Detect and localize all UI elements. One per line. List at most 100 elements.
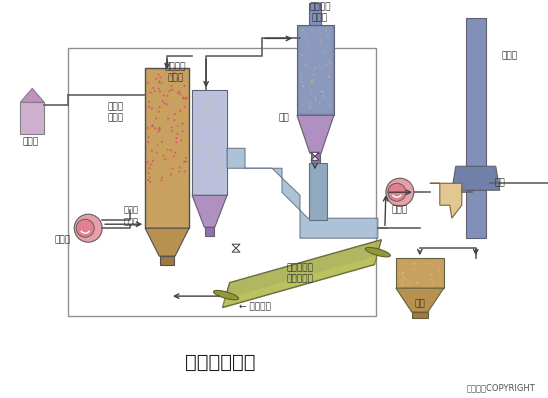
Circle shape — [402, 272, 404, 274]
Circle shape — [146, 88, 148, 89]
Circle shape — [216, 114, 218, 115]
Circle shape — [170, 85, 173, 87]
Circle shape — [152, 125, 154, 127]
Circle shape — [163, 155, 164, 157]
Circle shape — [401, 280, 403, 282]
Circle shape — [185, 98, 187, 100]
Circle shape — [302, 85, 304, 87]
Bar — [145, 68, 189, 228]
Circle shape — [206, 109, 208, 111]
Circle shape — [167, 149, 169, 151]
Circle shape — [302, 29, 304, 31]
Polygon shape — [222, 240, 381, 308]
Polygon shape — [232, 248, 240, 252]
Circle shape — [305, 64, 306, 66]
Circle shape — [402, 284, 403, 286]
Circle shape — [219, 161, 220, 163]
Polygon shape — [192, 195, 227, 227]
Text: 助燃用: 助燃用 — [123, 218, 138, 227]
Circle shape — [158, 111, 160, 113]
Circle shape — [167, 95, 169, 97]
Circle shape — [209, 125, 211, 126]
Circle shape — [162, 100, 164, 102]
Text: 启动用: 启动用 — [123, 206, 138, 215]
Circle shape — [183, 111, 185, 113]
Circle shape — [196, 145, 197, 147]
Circle shape — [150, 171, 152, 172]
Circle shape — [311, 80, 312, 82]
Circle shape — [160, 109, 162, 111]
Circle shape — [170, 74, 172, 77]
Circle shape — [407, 283, 409, 285]
Circle shape — [157, 74, 159, 76]
Circle shape — [155, 117, 157, 119]
Circle shape — [178, 90, 180, 92]
Circle shape — [181, 123, 184, 125]
Circle shape — [302, 86, 305, 88]
Circle shape — [414, 269, 415, 271]
Circle shape — [413, 263, 415, 265]
Circle shape — [156, 152, 158, 154]
Circle shape — [219, 162, 221, 164]
Circle shape — [301, 82, 303, 83]
Circle shape — [151, 107, 153, 109]
Circle shape — [151, 125, 153, 127]
Bar — [309, 163, 327, 220]
Circle shape — [148, 101, 150, 103]
Circle shape — [150, 144, 152, 146]
Circle shape — [324, 51, 326, 53]
Circle shape — [319, 31, 321, 33]
Polygon shape — [297, 115, 334, 153]
Circle shape — [152, 128, 153, 130]
Circle shape — [161, 141, 163, 143]
Circle shape — [148, 136, 150, 138]
Circle shape — [158, 80, 161, 82]
Text: 一次旋流
分离器: 一次旋流 分离器 — [164, 62, 186, 82]
Circle shape — [302, 103, 304, 105]
Circle shape — [147, 82, 149, 84]
Circle shape — [328, 76, 330, 78]
Circle shape — [161, 82, 162, 84]
Circle shape — [172, 89, 174, 91]
Circle shape — [328, 76, 330, 78]
Bar — [412, 312, 428, 318]
Circle shape — [318, 65, 321, 67]
Circle shape — [159, 127, 161, 129]
Bar — [20, 102, 44, 134]
Circle shape — [158, 72, 159, 74]
Circle shape — [76, 219, 94, 237]
Circle shape — [168, 97, 169, 98]
Circle shape — [400, 263, 402, 265]
Circle shape — [175, 96, 176, 98]
Circle shape — [211, 96, 213, 98]
Circle shape — [184, 106, 186, 108]
Circle shape — [158, 113, 159, 115]
Bar — [160, 256, 174, 265]
Circle shape — [159, 154, 161, 156]
Bar — [396, 258, 444, 288]
Circle shape — [159, 90, 161, 92]
Circle shape — [157, 97, 158, 99]
Circle shape — [147, 179, 149, 181]
Circle shape — [157, 144, 158, 146]
Text: 二次旋流
分离器: 二次旋流 分离器 — [309, 3, 330, 22]
Circle shape — [184, 148, 185, 150]
Circle shape — [172, 90, 174, 91]
Circle shape — [325, 29, 327, 31]
Circle shape — [210, 163, 212, 165]
Circle shape — [172, 130, 174, 132]
Text: 抽风机: 抽风机 — [392, 206, 408, 215]
Circle shape — [182, 158, 184, 159]
Circle shape — [205, 102, 207, 103]
Circle shape — [318, 101, 321, 103]
Circle shape — [212, 101, 214, 103]
Circle shape — [322, 91, 324, 93]
Circle shape — [179, 109, 181, 112]
Circle shape — [152, 160, 154, 162]
Circle shape — [182, 96, 185, 98]
Circle shape — [330, 62, 332, 64]
Polygon shape — [430, 183, 462, 218]
Text: 进水: 进水 — [494, 179, 505, 188]
Circle shape — [196, 96, 197, 98]
Circle shape — [158, 88, 159, 90]
